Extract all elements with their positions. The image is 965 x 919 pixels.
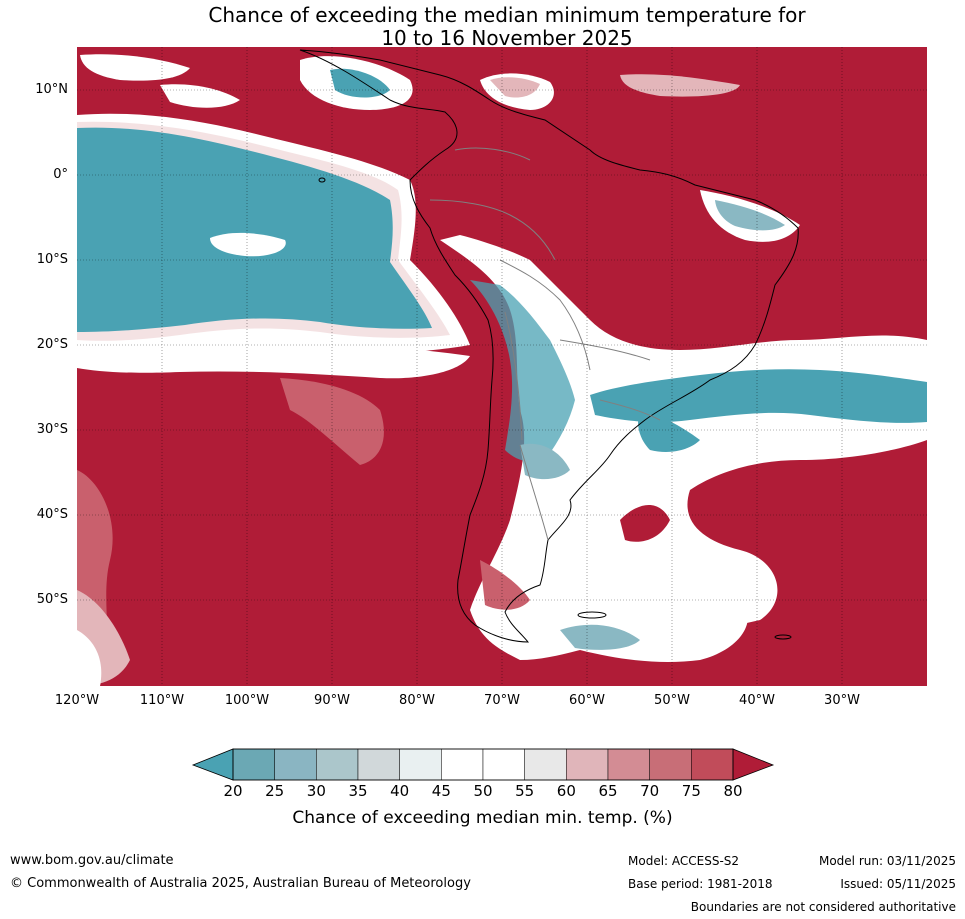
lat-label-40s: 40°S (36, 507, 68, 522)
colorbar-segment (566, 748, 609, 781)
galapagos (318, 177, 326, 183)
colorbar-tick-label: 45 (431, 782, 451, 800)
field-low-uruguay (638, 410, 700, 452)
coastline (299, 49, 799, 643)
colorbar-tick-label: 80 (723, 782, 743, 800)
gridlines (77, 47, 927, 686)
colorbar-tick-label: 50 (473, 782, 493, 800)
footer-website: www.bom.gov.au/climate (10, 853, 174, 868)
colorbar-segment (482, 748, 525, 781)
footer-copyright: © Commonwealth of Australia 2025, Austra… (10, 876, 471, 891)
country-borders (429, 147, 661, 541)
lat-label-50s: 50°S (36, 592, 68, 607)
field-neutral-patch (210, 232, 286, 257)
lon-label-90w: 90°W (314, 693, 350, 708)
colorbar-segment (399, 748, 442, 781)
field-mid-high-patch (280, 378, 384, 465)
footer-issued: Issued: 05/11/2025 (840, 877, 956, 891)
colorbar-tick-label: 20 (223, 782, 243, 800)
field-low-falklands (560, 624, 640, 650)
lon-label-120w: 120°W (54, 693, 100, 708)
lat-label-10s: 10°S (36, 252, 68, 267)
field-low-pacific (77, 127, 432, 332)
colorbar-segment (441, 748, 484, 781)
footer-disclaimer: Boundaries are not considered authoritat… (690, 900, 956, 914)
colorbar-tick-label: 30 (306, 782, 326, 800)
map-title: Chance of exceeding the median minimum t… (0, 4, 965, 50)
field-low-ne-brazil (715, 200, 785, 231)
probability-field (77, 47, 927, 686)
colorbar-segment (316, 748, 359, 781)
colorbar-under-arrow (191, 748, 234, 781)
lon-label-100w: 100°W (224, 693, 270, 708)
map-title-line2: 10 to 16 November 2025 (381, 26, 633, 50)
lat-label-10n: 10°N (35, 82, 68, 97)
lon-label-110w: 110°W (139, 693, 185, 708)
lon-label-40w: 40°W (739, 693, 775, 708)
colorbar-tick-label: 70 (640, 782, 660, 800)
colorbar-tick-label: 35 (348, 782, 368, 800)
colorbar-tick-label: 55 (515, 782, 535, 800)
colorbar-tick-label: 60 (556, 782, 576, 800)
colorbar-label: Chance of exceeding median min. temp. (%… (292, 808, 673, 828)
map-title-line1: Chance of exceeding the median minimum t… (208, 3, 806, 27)
colorbar-segment (274, 748, 317, 781)
field-neutral-band (77, 339, 470, 379)
footer-model: Model: ACCESS-S2 (628, 854, 740, 868)
colorbar-tick-label: 65 (598, 782, 618, 800)
lon-label-30w: 30°W (824, 693, 860, 708)
colorbar-segment (524, 748, 567, 781)
field-high-patch (620, 505, 670, 542)
colorbar-tick-label: 25 (265, 782, 285, 800)
field-low-atlantic (590, 369, 927, 423)
colorbar-segment (357, 748, 400, 781)
lat-label-0: 0° (53, 167, 68, 182)
colorbar-segment (607, 748, 650, 781)
south-georgia (774, 634, 792, 640)
footer-base-period: Base period: 1981-2018 (628, 877, 773, 891)
colorbar-segment (691, 748, 734, 781)
field-mid-high-caribbean (490, 77, 540, 98)
falkland-islands (577, 611, 607, 619)
field-neutral-south-atlantic (523, 516, 748, 662)
colorbar-segment (232, 748, 275, 781)
field-neutral-southwest (77, 630, 102, 686)
colorbar-segment (649, 748, 692, 781)
lon-label-70w: 70°W (484, 693, 520, 708)
lon-label-60w: 60°W (569, 693, 605, 708)
field-mid-high-north-atlantic (620, 74, 740, 97)
colorbar-tick-label: 75 (681, 782, 701, 800)
colorbar-frame (232, 748, 734, 781)
colorbar-tick-label: 40 (390, 782, 410, 800)
colorbar-over-arrow (732, 748, 775, 781)
lat-label-20s: 20°S (36, 337, 68, 352)
field-low-andes (470, 280, 575, 462)
lon-label-80w: 80°W (399, 693, 435, 708)
lat-label-30s: 30°S (36, 422, 68, 437)
lon-label-50w: 50°W (654, 693, 690, 708)
field-neutral-north-pacific (80, 54, 190, 81)
footer-model-run: Model run: 03/11/2025 (818, 854, 956, 868)
field-low-argentina (520, 443, 570, 480)
colorbar-segments (232, 748, 734, 781)
